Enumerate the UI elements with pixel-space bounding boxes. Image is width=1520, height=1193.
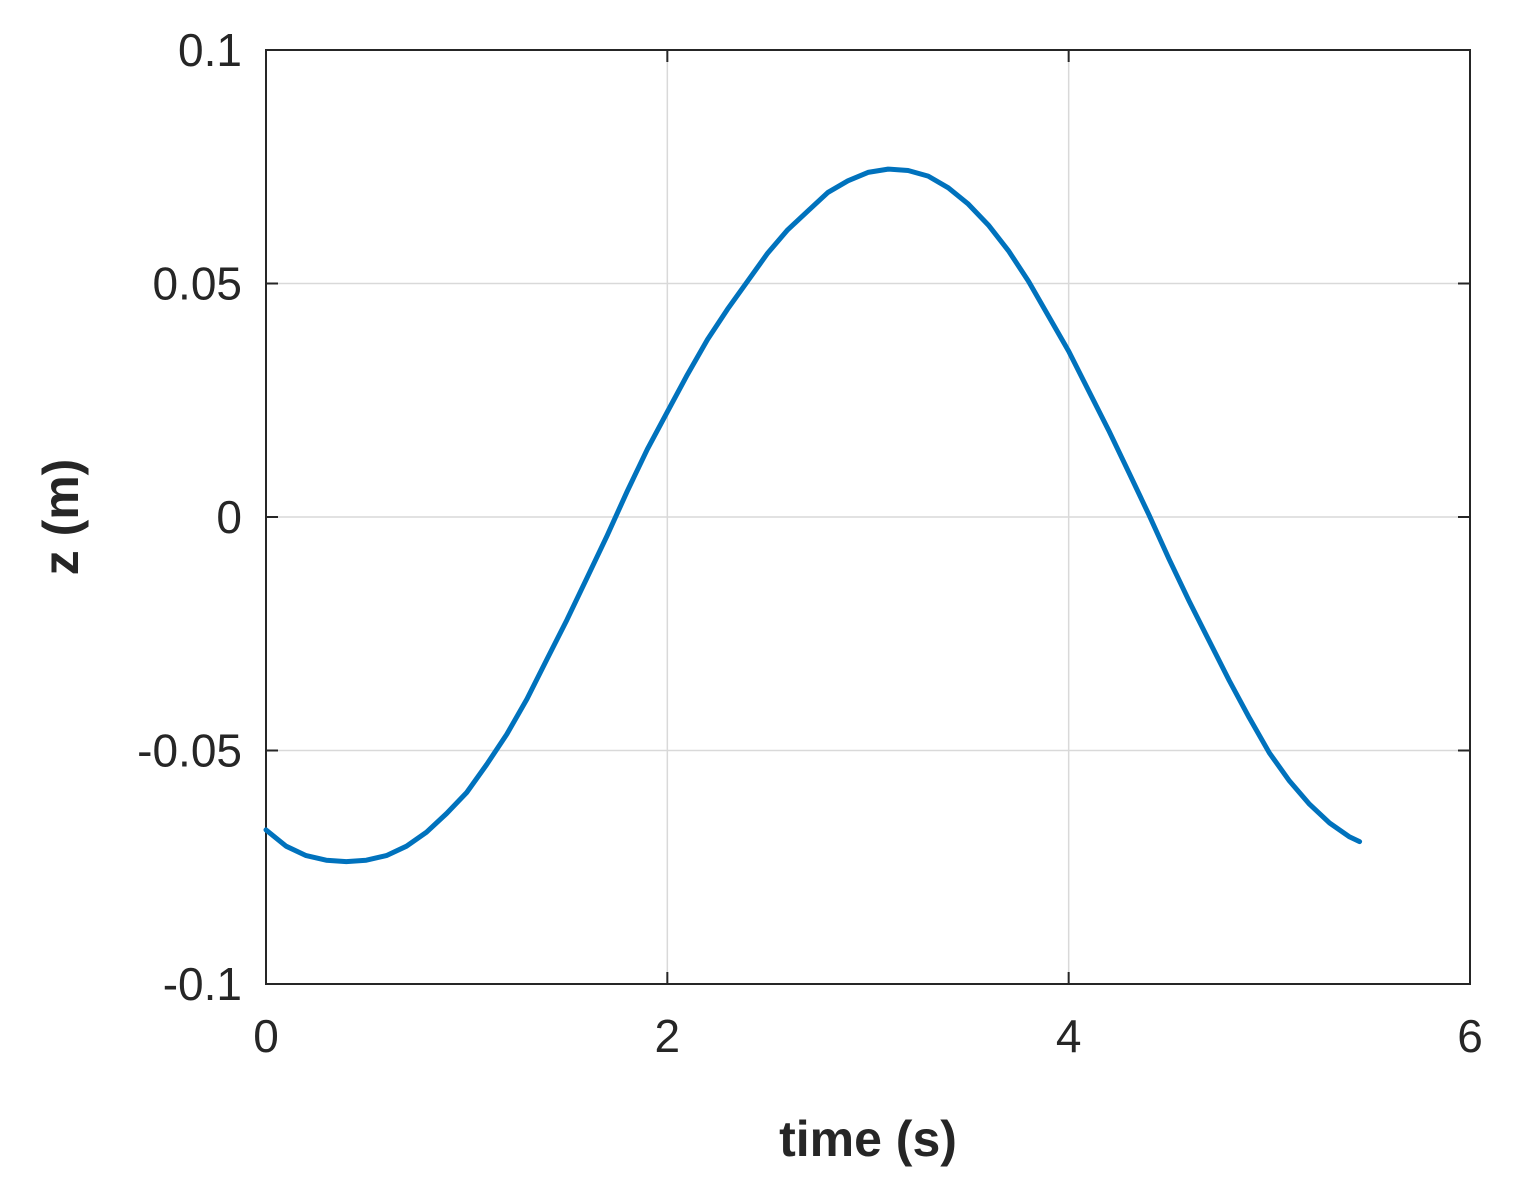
- y-tick-label: -0.1: [163, 958, 242, 1010]
- y-tick-label: 0.1: [178, 24, 242, 76]
- y-tick-label: 0: [216, 491, 242, 543]
- x-tick-label: 4: [1056, 1010, 1082, 1062]
- ticks: 0 2 4 6 -0.1 -0.05 0 0.05 0.1: [137, 24, 1483, 1062]
- y-tick-label: 0.05: [152, 258, 242, 310]
- y-axis-label: z (m): [33, 459, 89, 576]
- x-tick-label: 0: [253, 1010, 279, 1062]
- series-group: [263, 166, 1363, 865]
- series-line: [263, 166, 1363, 865]
- x-tick-label: 6: [1457, 1010, 1483, 1062]
- y-tick-label: -0.05: [137, 725, 242, 777]
- x-tick-label: 2: [655, 1010, 681, 1062]
- x-axis-label: time (s): [779, 1111, 957, 1167]
